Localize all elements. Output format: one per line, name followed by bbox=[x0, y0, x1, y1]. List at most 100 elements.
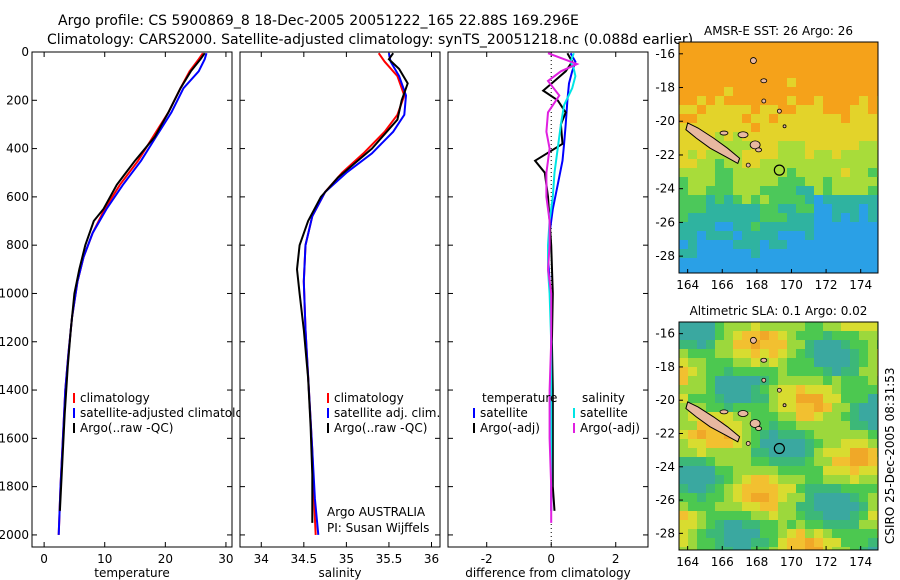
map-cell bbox=[733, 403, 743, 413]
map-cell bbox=[841, 340, 851, 350]
map-cell bbox=[724, 547, 734, 551]
x-tick-label: 0 bbox=[547, 552, 555, 566]
map-cell bbox=[751, 484, 761, 494]
map-cell bbox=[841, 114, 851, 124]
map-cell bbox=[814, 538, 824, 548]
map-cell bbox=[787, 123, 797, 133]
map-cell bbox=[751, 394, 761, 404]
map-cell bbox=[859, 96, 869, 106]
map-cell bbox=[751, 493, 761, 503]
map-cell bbox=[769, 240, 779, 250]
map-cell bbox=[706, 466, 716, 476]
map-cell bbox=[814, 141, 824, 151]
map-cell bbox=[841, 231, 851, 241]
map-cell bbox=[742, 322, 752, 332]
map-cell bbox=[724, 475, 734, 485]
map-cell bbox=[868, 213, 878, 223]
map-cell bbox=[688, 87, 698, 97]
map-cell bbox=[823, 60, 833, 70]
map-cell bbox=[787, 213, 797, 223]
map-cell bbox=[778, 547, 788, 551]
map-cell bbox=[715, 520, 725, 530]
map-cell bbox=[733, 177, 743, 187]
map-cell bbox=[688, 529, 698, 539]
map-cell bbox=[688, 168, 698, 178]
map-cell bbox=[751, 385, 761, 395]
map-cell bbox=[697, 150, 707, 160]
map-cell bbox=[796, 159, 806, 169]
map-cell bbox=[796, 69, 806, 79]
map-cell bbox=[751, 60, 761, 70]
map-cell bbox=[868, 367, 878, 377]
new-caledonia-island bbox=[685, 401, 741, 443]
map-cell bbox=[796, 394, 806, 404]
map-cell bbox=[769, 475, 779, 485]
map-cell bbox=[805, 547, 815, 551]
map-cell bbox=[715, 511, 725, 521]
map-cell bbox=[697, 439, 707, 449]
map-cell bbox=[796, 186, 806, 196]
map-cell bbox=[805, 222, 815, 232]
map-cell bbox=[697, 240, 707, 250]
map-cell bbox=[814, 475, 824, 485]
map-cell bbox=[697, 186, 707, 196]
map-cell bbox=[814, 51, 824, 61]
map-cell bbox=[823, 412, 833, 422]
x-tick-label: 10 bbox=[97, 552, 112, 566]
map-cell bbox=[706, 168, 716, 178]
map-cell bbox=[814, 403, 824, 413]
map-cell bbox=[679, 87, 689, 97]
map-cell bbox=[706, 547, 716, 551]
map-cell bbox=[751, 439, 761, 449]
map-cell bbox=[742, 150, 752, 160]
map-cell bbox=[724, 529, 734, 539]
map-cell bbox=[796, 430, 806, 440]
y-tick-label: -26 bbox=[655, 493, 675, 507]
map-cell bbox=[814, 150, 824, 160]
map-cell bbox=[868, 349, 878, 359]
map-cell bbox=[787, 349, 797, 359]
map-cell bbox=[814, 186, 824, 196]
map-cell bbox=[733, 123, 743, 133]
map-cell bbox=[715, 213, 725, 223]
map-cell bbox=[688, 267, 698, 274]
y-tick-label: 1400 bbox=[0, 383, 29, 397]
map-cell bbox=[715, 385, 725, 395]
map-cell bbox=[733, 195, 743, 205]
map-cell bbox=[814, 412, 824, 422]
x-axis-label: salinity bbox=[318, 566, 361, 580]
map-cell bbox=[823, 322, 833, 332]
map-cell bbox=[697, 168, 707, 178]
map-cell bbox=[850, 114, 860, 124]
map-cell bbox=[859, 249, 869, 259]
map-cell bbox=[841, 439, 851, 449]
map-cell bbox=[850, 430, 860, 440]
map-cell bbox=[751, 132, 761, 142]
map-cell bbox=[769, 60, 779, 70]
map-cell bbox=[769, 439, 779, 449]
map-cell bbox=[805, 231, 815, 241]
x-tick-label: 174 bbox=[849, 278, 872, 292]
map-cell bbox=[706, 430, 716, 440]
map-cell bbox=[733, 340, 743, 350]
map-cell bbox=[787, 475, 797, 485]
map-cell bbox=[823, 340, 833, 350]
map-cell bbox=[796, 547, 806, 551]
map-cell bbox=[742, 412, 752, 422]
map-cell bbox=[841, 547, 851, 551]
map-cell bbox=[787, 222, 797, 232]
map-cell bbox=[715, 186, 725, 196]
map-cell bbox=[724, 159, 734, 169]
map-cell bbox=[733, 466, 743, 476]
map-cell bbox=[679, 466, 689, 476]
map-cell bbox=[715, 69, 725, 79]
map-cell bbox=[742, 96, 752, 106]
map-cell bbox=[796, 520, 806, 530]
map-cell bbox=[796, 132, 806, 142]
map-cell bbox=[688, 385, 698, 395]
map-cell bbox=[733, 240, 743, 250]
map-cell bbox=[859, 367, 869, 377]
map-cell bbox=[688, 204, 698, 214]
map-cell bbox=[805, 132, 815, 142]
map-cell bbox=[814, 195, 824, 205]
